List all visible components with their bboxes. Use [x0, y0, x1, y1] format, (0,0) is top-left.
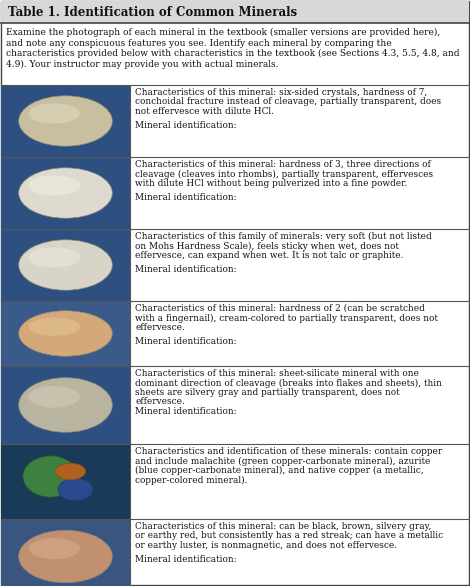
Ellipse shape [29, 318, 80, 336]
Bar [1, 1, 469, 23]
Text: Table 1. Identification of Common Minerals: Table 1. Identification of Common Minera… [8, 5, 297, 19]
Text: copper-colored mineral).: copper-colored mineral). [135, 475, 248, 485]
Ellipse shape [29, 386, 80, 408]
Text: Mineral identification:: Mineral identification: [135, 193, 236, 202]
Ellipse shape [19, 168, 112, 218]
Text: with dilute HCl without being pulverized into a fine powder.: with dilute HCl without being pulverized… [135, 179, 407, 188]
Ellipse shape [19, 240, 112, 290]
Text: sheets are silvery gray and partially transparent, does not: sheets are silvery gray and partially tr… [135, 388, 399, 397]
Bar [1, 157, 130, 229]
Text: and include malachite (green copper-carbonate mineral), azurite: and include malachite (green copper-carb… [135, 456, 431, 466]
Bar [1, 229, 130, 301]
Bar [1, 444, 130, 519]
Text: Characteristics and identification of these minerals: contain copper: Characteristics and identification of th… [135, 447, 442, 456]
Text: effervesce.: effervesce. [135, 397, 185, 407]
Ellipse shape [19, 96, 112, 146]
Text: Mineral identification:: Mineral identification: [135, 556, 236, 564]
Ellipse shape [29, 538, 80, 559]
Text: or earthy red, but consistently has a red streak; can have a metallic: or earthy red, but consistently has a re… [135, 532, 443, 540]
Ellipse shape [58, 478, 93, 501]
Bar [1, 519, 130, 586]
Text: Characteristics of this mineral: can be black, brown, silvery gray,: Characteristics of this mineral: can be … [135, 522, 431, 531]
Text: conchoidal fracture instead of cleavage, partially transparent, does: conchoidal fracture instead of cleavage,… [135, 97, 441, 107]
Text: dominant direction of cleavage (breaks into flakes and sheets), thin: dominant direction of cleavage (breaks i… [135, 379, 442, 387]
Text: on Mohs Hardness Scale), feels sticky when wet, does not: on Mohs Hardness Scale), feels sticky wh… [135, 241, 399, 251]
Ellipse shape [23, 456, 78, 497]
Text: cleavage (cleaves into rhombs), partially transparent, effervesces: cleavage (cleaves into rhombs), partiall… [135, 169, 433, 179]
Text: (blue copper-carbonate mineral), and native copper (a metallic,: (blue copper-carbonate mineral), and nat… [135, 466, 423, 475]
Text: effervesce, can expand when wet. It is not talc or graphite.: effervesce, can expand when wet. It is n… [135, 251, 404, 260]
Ellipse shape [29, 175, 80, 196]
Text: not effervesce with dilute HCl.: not effervesce with dilute HCl. [135, 107, 274, 116]
Text: and note any conspicuous features you see. Identify each mineral by comparing th: and note any conspicuous features you se… [6, 39, 392, 47]
Text: with a fingernail), cream-colored to partially transparent, does not: with a fingernail), cream-colored to par… [135, 314, 438, 323]
Bar [1, 301, 130, 366]
Text: characteristics provided below with characteristics in the textbook (see Section: characteristics provided below with char… [6, 49, 460, 58]
Text: Mineral identification:: Mineral identification: [135, 265, 236, 274]
Text: Characteristics of this mineral: hardness of 3, three directions of: Characteristics of this mineral: hardnes… [135, 160, 431, 169]
Text: Mineral identification:: Mineral identification: [135, 338, 236, 346]
Bar [1, 85, 130, 157]
Text: effervesce.: effervesce. [135, 323, 185, 332]
Text: 4.9). Your instructor may provide you with actual minerals.: 4.9). Your instructor may provide you wi… [6, 60, 279, 69]
Bar [1, 366, 130, 444]
Text: Examine the photograph of each mineral in the textbook (smaller versions are pro: Examine the photograph of each mineral i… [6, 28, 440, 37]
Text: Characteristics of this mineral: sheet-silicate mineral with one: Characteristics of this mineral: sheet-s… [135, 369, 419, 378]
Text: Mineral identification:: Mineral identification: [135, 121, 236, 130]
Text: or earthy luster, is nonmagnetic, and does not effervesce.: or earthy luster, is nonmagnetic, and do… [135, 541, 397, 550]
Ellipse shape [29, 247, 80, 268]
Ellipse shape [19, 311, 112, 356]
Ellipse shape [19, 378, 112, 432]
Text: Mineral identification:: Mineral identification: [135, 407, 236, 416]
Ellipse shape [29, 103, 80, 124]
Text: Characteristics of this family of minerals: very soft (but not listed: Characteristics of this family of minera… [135, 232, 432, 241]
Text: Characteristics of this mineral: hardness of 2 (can be scratched: Characteristics of this mineral: hardnes… [135, 304, 425, 313]
Ellipse shape [55, 464, 86, 480]
Ellipse shape [19, 530, 112, 582]
Text: Characteristics of this mineral: six-sided crystals, hardness of 7,: Characteristics of this mineral: six-sid… [135, 88, 427, 97]
